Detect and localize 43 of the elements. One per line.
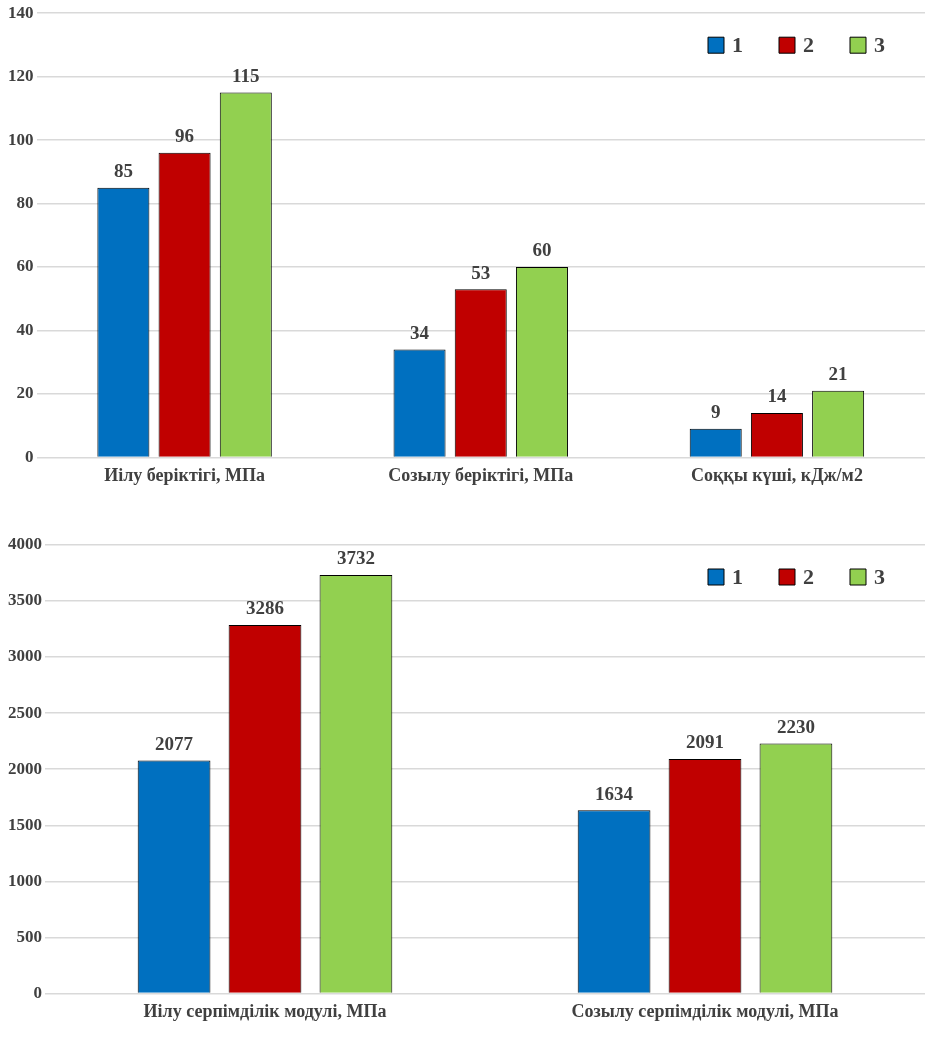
data-label: 3286: [246, 597, 284, 619]
y-tick-label: 140: [8, 2, 34, 22]
x-tick-label: Созылу серпімділік модулі, МПа: [571, 1000, 839, 1021]
y-tick-label: 1000: [8, 870, 42, 890]
data-label: 115: [232, 64, 260, 86]
legend-label: 1: [732, 31, 743, 57]
y-tick-label: 1500: [8, 814, 42, 834]
y-tick-label: 20: [16, 383, 34, 403]
data-label: 14: [767, 385, 787, 407]
data-label: 85: [113, 160, 133, 182]
y-tick-label: 80: [16, 192, 34, 212]
data-label: 2091: [686, 731, 724, 753]
data-label: 9: [710, 401, 721, 423]
y-tick-label: 500: [16, 926, 42, 946]
y-tick-label: 100: [8, 129, 34, 149]
data-label: 2077: [155, 732, 194, 754]
data-label: 1634: [595, 782, 634, 804]
data-label: 96: [175, 125, 195, 147]
x-tick-label: Соққы күші, кДж/м2: [690, 464, 863, 485]
legend-label: 3: [874, 563, 885, 589]
y-tick-label: 2500: [8, 702, 42, 722]
y-tick-label: 0: [33, 982, 42, 1002]
data-label: 2230: [776, 715, 815, 737]
y-tick-label: 60: [16, 256, 34, 276]
data-label: 34: [410, 321, 430, 343]
data-label: 3732: [336, 547, 375, 569]
y-tick-label: 4000: [8, 534, 42, 554]
x-tick-label: Иілу серпімділік модулі, МПа: [143, 1000, 387, 1021]
x-tick-label: Созылу беріктігі, МПа: [388, 464, 574, 485]
legend-label: 1: [732, 563, 743, 589]
legend-label: 3: [874, 31, 885, 57]
x-tick-label: Иілу беріктігі, МПа: [104, 464, 265, 485]
data-label: 53: [471, 261, 491, 283]
data-label: 60: [532, 239, 552, 261]
y-tick-label: 3500: [8, 590, 42, 610]
y-tick-label: 40: [16, 319, 34, 339]
data-label: 21: [828, 363, 848, 385]
legend-label: 2: [803, 31, 814, 57]
y-tick-label: 2000: [8, 758, 42, 778]
y-tick-label: 3000: [8, 646, 42, 666]
legend-label: 2: [803, 563, 814, 589]
y-tick-label: 120: [8, 66, 34, 86]
y-tick-label: 0: [25, 446, 34, 466]
